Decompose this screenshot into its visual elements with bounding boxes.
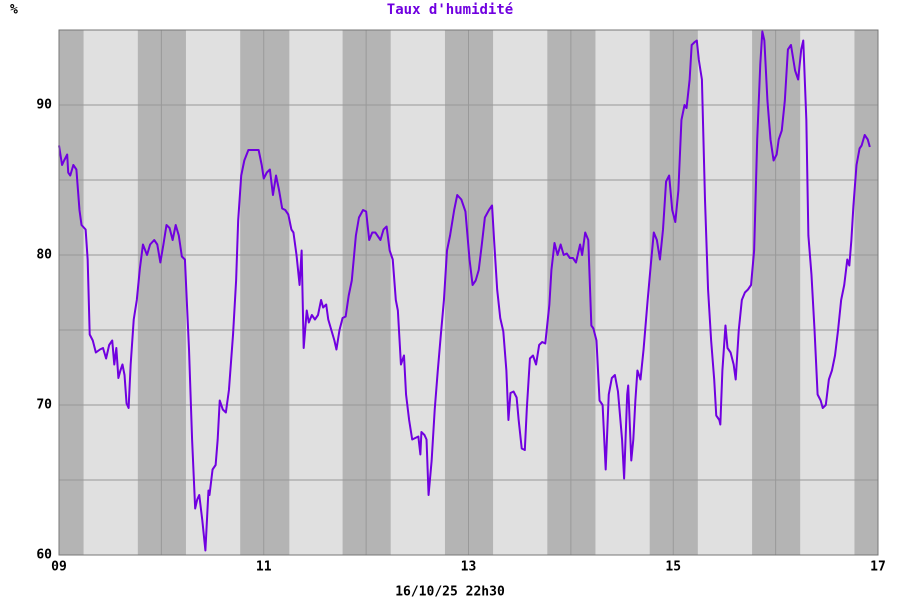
y-tick-label: 60 (36, 548, 52, 563)
night-band (444, 30, 494, 555)
night-band (752, 30, 801, 555)
data-line (58, 30, 871, 552)
night-band (854, 30, 878, 555)
night-band (342, 30, 391, 555)
chart-title: Taux d'humidité (387, 2, 513, 18)
night-band (547, 30, 596, 555)
x-tick-label: 17 (870, 560, 886, 575)
x-tick-label: 13 (461, 560, 477, 575)
x-tick-label: 11 (256, 560, 272, 575)
footer: 16/10/25 22h30 (395, 585, 505, 600)
night-band (649, 30, 698, 555)
x-tick-label: 09 (51, 560, 67, 575)
night-band (137, 30, 186, 555)
y-tick-label: 90 (36, 98, 52, 113)
x-tick-label: 15 (665, 560, 681, 575)
night-band (59, 30, 84, 555)
night-band (240, 30, 290, 555)
y-tick-label: 70 (36, 398, 52, 413)
y-unit: % (10, 3, 18, 18)
plot-frame (58, 29, 879, 556)
y-tick-label: 80 (36, 248, 52, 263)
